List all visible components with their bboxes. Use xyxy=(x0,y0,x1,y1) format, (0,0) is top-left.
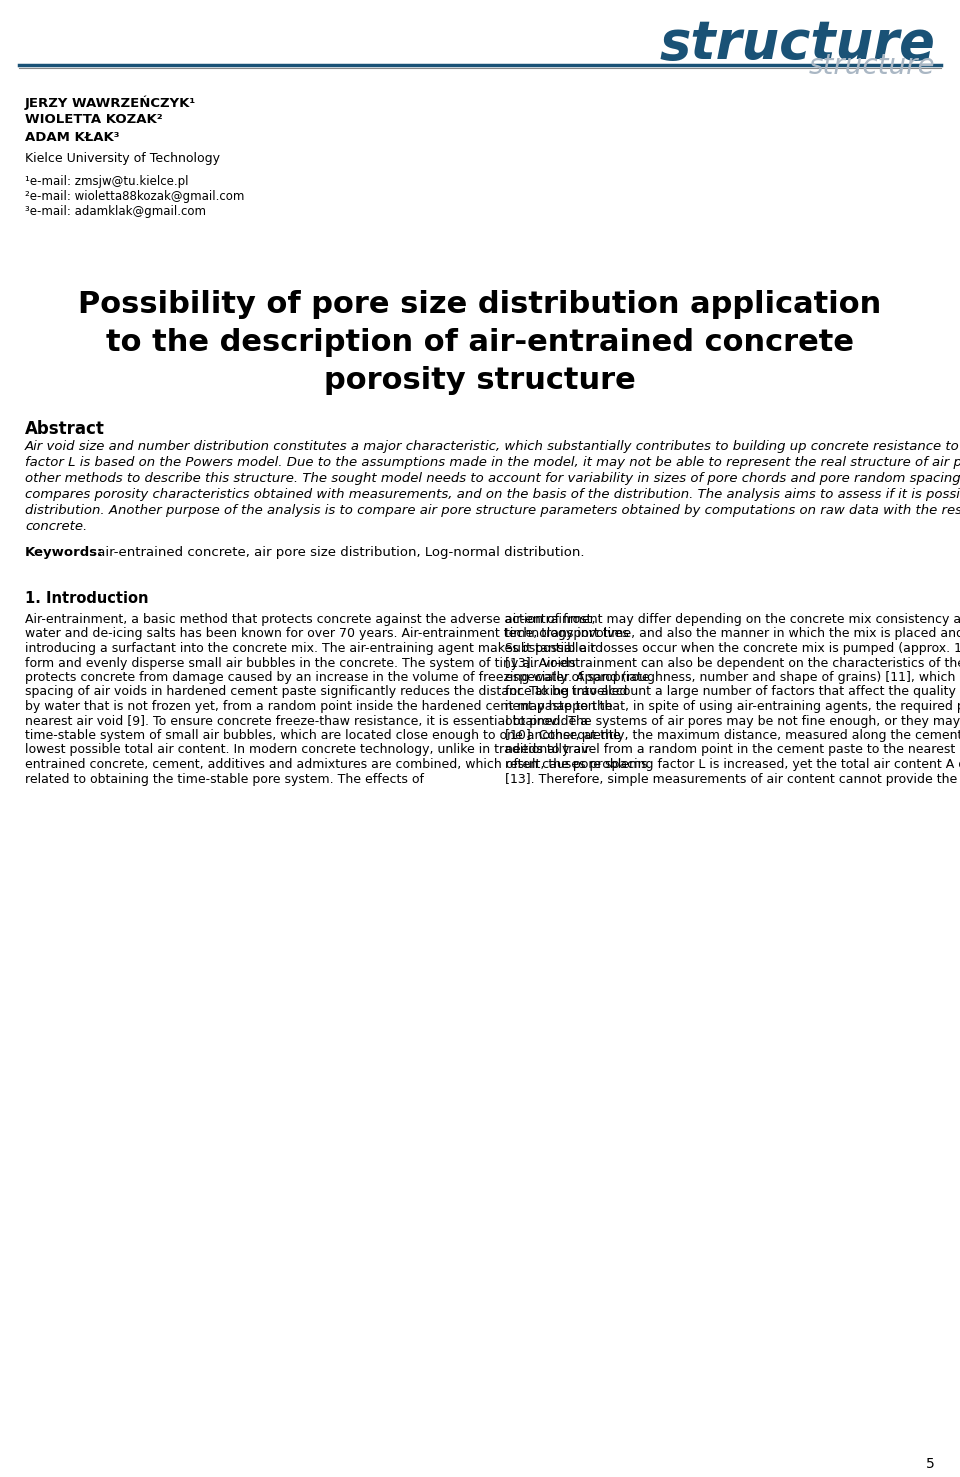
Text: porosity structure: porosity structure xyxy=(324,366,636,394)
Text: distribution. Another purpose of the analysis is to compare air pore structure p: distribution. Another purpose of the ana… xyxy=(25,504,960,517)
Text: to the description of air-entrained concrete: to the description of air-entrained conc… xyxy=(106,328,854,357)
Text: concrete.: concrete. xyxy=(25,520,87,533)
Text: structure: structure xyxy=(660,18,935,69)
Text: related to obtaining the time-stable pore system. The effects of: related to obtaining the time-stable por… xyxy=(25,772,424,786)
Text: time, transport time, and also the manner in which the mix is placed and compact: time, transport time, and also the manne… xyxy=(505,628,960,641)
Text: form and evenly disperse small air bubbles in the concrete. The system of tiny a: form and evenly disperse small air bubbl… xyxy=(25,656,576,669)
Text: protects concrete from damage caused by an increase in the volume of freezing wa: protects concrete from damage caused by … xyxy=(25,671,650,684)
Text: Air-entrainment, a basic method that protects concrete against the adverse actio: Air-entrainment, a basic method that pro… xyxy=(25,613,595,626)
Text: it may happen that, in spite of using air-entraining agents, the required pore s: it may happen that, in spite of using ai… xyxy=(505,700,960,713)
Text: ADAM KŁAK³: ADAM KŁAK³ xyxy=(25,131,119,143)
Text: Kielce University of Technology: Kielce University of Technology xyxy=(25,152,220,165)
Text: needs to travel from a random point in the cement paste to the nearest air void : needs to travel from a random point in t… xyxy=(505,743,960,756)
Text: ¹e-mail: zmsjw@tu.kielce.pl: ¹e-mail: zmsjw@tu.kielce.pl xyxy=(25,174,188,188)
Text: other methods to describe this structure. The sought model needs to account for : other methods to describe this structure… xyxy=(25,473,960,484)
Text: by water that is not frozen yet, from a random point inside the hardened cement : by water that is not frozen yet, from a … xyxy=(25,700,612,713)
Text: water and de-icing salts has been known for over 70 years. Air-entrainment techn: water and de-icing salts has been known … xyxy=(25,628,629,641)
Text: entrained concrete, cement, additives and admixtures are combined, which often c: entrained concrete, cement, additives an… xyxy=(25,758,648,771)
Text: ²e-mail: wioletta88kozak@gmail.com: ²e-mail: wioletta88kozak@gmail.com xyxy=(25,191,245,202)
Text: spacing of air voids in hardened cement paste significantly reduces the distance: spacing of air voids in hardened cement … xyxy=(25,685,628,699)
Text: introducing a surfactant into the concrete mix. The air-entraining agent makes i: introducing a surfactant into the concre… xyxy=(25,642,603,654)
Text: 5: 5 xyxy=(926,1456,935,1471)
Text: Abstract: Abstract xyxy=(25,419,105,439)
Text: Keywords:: Keywords: xyxy=(25,546,104,558)
Text: time-stable system of small air bubbles, which are located close enough to one a: time-stable system of small air bubbles,… xyxy=(25,730,621,741)
Text: [10]. Consequently, the maximum distance, measured along the cement paste,  the : [10]. Consequently, the maximum distance… xyxy=(505,730,960,741)
Text: factor L is based on the Powers model. Due to the assumptions made in the model,: factor L is based on the Powers model. D… xyxy=(25,456,960,470)
Text: especially of sand (roughness, number and shape of grains) [11], which are often: especially of sand (roughness, number an… xyxy=(505,671,960,684)
Text: WIOLETTA KOZAK²: WIOLETTA KOZAK² xyxy=(25,114,162,126)
Text: 1. Introduction: 1. Introduction xyxy=(25,591,149,606)
Text: obtained. The systems of air pores may be not fine enough, or they may not be st: obtained. The systems of air pores may b… xyxy=(505,715,960,728)
Text: air-entrained concrete, air pore size distribution, Log-normal distribution.: air-entrained concrete, air pore size di… xyxy=(93,546,585,558)
Text: JERZY WAWRZEŃCZYK¹: JERZY WAWRZEŃCZYK¹ xyxy=(25,95,196,109)
Text: Possibility of pore size distribution application: Possibility of pore size distribution ap… xyxy=(79,289,881,319)
Text: structure: structure xyxy=(808,52,935,80)
Text: Air void size and number distribution constitutes a major characteristic, which : Air void size and number distribution co… xyxy=(25,440,960,453)
Text: [13]. Therefore, simple measurements of air content cannot provide the basis for: [13]. Therefore, simple measurements of … xyxy=(505,772,960,786)
Text: [13]. Air-entrainment can also be dependent on the characteristics of the aggreg: [13]. Air-entrainment can also be depend… xyxy=(505,656,960,669)
Text: compares porosity characteristics obtained with measurements, and on the basis o: compares porosity characteristics obtain… xyxy=(25,487,960,501)
Text: air-entrainment may differ depending on the concrete mix consistency and tempera: air-entrainment may differ depending on … xyxy=(505,613,960,626)
Text: lowest possible total air content. In modern concrete technology, unlike in trad: lowest possible total air content. In mo… xyxy=(25,743,593,756)
Text: nearest air void [9]. To ensure concrete freeze-thaw resistance, it is essential: nearest air void [9]. To ensure concrete… xyxy=(25,715,588,728)
Text: for. Taking into account a large number of factors that affect the quality of ai: for. Taking into account a large number … xyxy=(505,685,960,699)
Text: result, the pore spacing factor L is increased, yet the total air content A does: result, the pore spacing factor L is inc… xyxy=(505,758,960,771)
Text: ³e-mail: adamklak@gmail.com: ³e-mail: adamklak@gmail.com xyxy=(25,205,206,219)
Text: Substantial air losses occur when the concrete mix is pumped (approx. 1–1.5%), a: Substantial air losses occur when the co… xyxy=(505,642,960,654)
